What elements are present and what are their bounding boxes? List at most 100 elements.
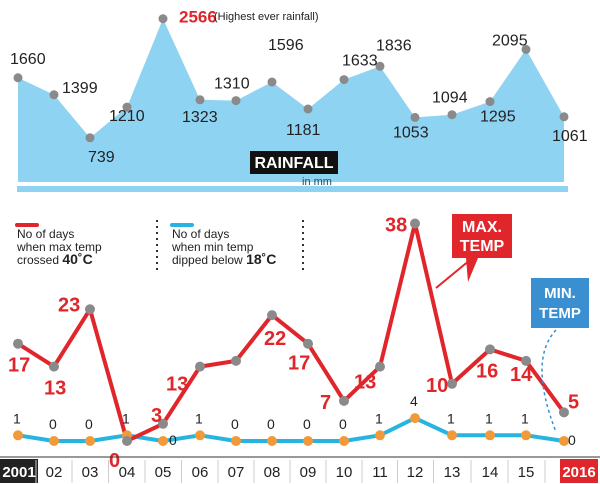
max-temp-point-13 — [447, 378, 457, 389]
max-temp-point-2016 — [559, 407, 569, 418]
rainfall-label-08: 1596 — [268, 37, 304, 54]
x-tick-2016: 2016 — [562, 464, 595, 481]
min-temp-point-2016 — [559, 436, 569, 446]
min-temp-point-13 — [447, 430, 457, 441]
min-temp-point-14 — [485, 430, 495, 441]
x-tick-08: 08 — [264, 464, 281, 481]
highest-rainfall-note: (Highest ever rainfall) — [214, 11, 319, 23]
max-temp-label-2016: 5 — [568, 391, 579, 413]
min-temp-point-06 — [195, 430, 205, 441]
rainfall-label-13: 1094 — [432, 90, 468, 107]
rainfall-point-03 — [85, 133, 95, 143]
rainfall-point-13 — [447, 110, 457, 120]
rainfall-area-chart: 1660139973912102566132313101596118116331… — [10, 8, 588, 192]
rainfall-label-2016: 1061 — [552, 128, 588, 145]
x-tick-13: 13 — [444, 464, 461, 481]
min-temp-label-07: 0 — [231, 416, 239, 432]
min-temp-line — [17, 416, 565, 443]
rainfall-label-10: 1633 — [342, 53, 378, 70]
max-temp-label-05: 3 — [151, 405, 162, 427]
rainfall-title-bg — [250, 151, 338, 174]
max-temp-point-11 — [375, 361, 385, 372]
min-temp-point-09 — [303, 436, 313, 446]
legend-max-text: No of days when max temp crossed 40˚C — [16, 227, 102, 267]
x-tick-09: 09 — [300, 464, 317, 481]
min-temp-label-2001: 1 — [13, 410, 21, 426]
max-temp-label-06: 13 — [166, 374, 188, 396]
rainfall-label-04: 1210 — [109, 108, 145, 125]
x-tick-10: 10 — [336, 464, 353, 481]
rainfall-point-02 — [49, 90, 59, 100]
max-temp-label-04: 0 — [109, 450, 120, 472]
max-temp-label-11: 13 — [354, 372, 376, 394]
min-temp-point-07 — [231, 436, 241, 446]
rainfall-point-2001 — [13, 73, 23, 83]
max-temp-label-12: 38 — [385, 215, 407, 237]
rainfall-point-09 — [303, 104, 313, 114]
max-temp-point-15 — [521, 355, 531, 366]
max-temp-point-12 — [410, 218, 420, 229]
min-temp-label-02: 0 — [49, 416, 57, 432]
min-temp-callout-line1: MIN. — [544, 285, 576, 302]
max-temp-label-10: 7 — [320, 392, 331, 414]
x-tick-11: 11 — [372, 464, 388, 481]
max-temp-label-08: 22 — [264, 328, 286, 350]
temperature-line-chart: 1 0 0 101 0 0 0 0 141 1 10 17132303132217713381016… — [8, 215, 579, 473]
max-temp-label-14: 16 — [476, 360, 498, 382]
max-temp-label-03: 23 — [58, 294, 80, 316]
min-temp-label-13: 1 — [447, 410, 455, 426]
min-temp-callout: MIN. TEMP — [531, 278, 589, 433]
rainfall-point-10 — [339, 75, 349, 85]
min-temp-label-03: 0 — [85, 416, 93, 432]
max-temp-point-2001 — [13, 338, 23, 349]
min-temp-label-12: 4 — [410, 393, 418, 409]
rainfall-label-03: 739 — [88, 149, 115, 166]
rainfall-label-09: 1181 — [286, 122, 321, 139]
x-tick-05: 05 — [155, 464, 172, 481]
rainfall-label-14: 1295 — [480, 109, 516, 126]
rainfall-unit: in mm — [302, 176, 332, 188]
max-temp-line — [16, 221, 566, 443]
rainfall-point-04 — [122, 102, 132, 112]
rainfall-point-11 — [375, 61, 385, 71]
max-temp-point-03 — [85, 304, 95, 315]
rainfall-label-02: 1399 — [62, 80, 98, 97]
x-tick-bg-2001 — [0, 459, 38, 483]
rainfall-point-07 — [231, 96, 241, 106]
rainfall-point-06 — [195, 95, 205, 105]
min-temp-label-10: 0 — [339, 416, 347, 432]
rainfall-label-15: 2095 — [492, 32, 528, 49]
min-temp-point-11 — [375, 430, 385, 441]
min-temp-label-11: 1 — [375, 410, 383, 426]
x-tick-bg-2016 — [560, 459, 598, 483]
rainfall-label-12: 1053 — [393, 124, 429, 141]
min-temp-label-05: 0 — [169, 432, 177, 448]
min-temp-label-15: 1 — [521, 410, 529, 426]
rainfall-baseline-stripe — [17, 182, 568, 186]
x-tick-03: 03 — [82, 464, 99, 481]
rainfall-point-12 — [410, 112, 420, 122]
max-temp-label-02: 13 — [44, 378, 66, 400]
max-temp-point-07 — [231, 355, 241, 366]
rainfall-label-2001: 1660 — [10, 51, 46, 68]
min-temp-point-2001 — [13, 430, 23, 441]
max-temp-label-15: 14 — [510, 364, 533, 386]
max-temp-point-09 — [303, 338, 313, 349]
max-temp-callout-line1: MAX. — [462, 219, 502, 236]
min-temp-label-08: 0 — [267, 416, 275, 432]
min-temp-point-08 — [267, 436, 277, 446]
x-tick-2001: 2001 — [2, 464, 35, 481]
legend: No of days when max temp crossed 40˚C No o… — [15, 220, 304, 272]
x-tick-15: 15 — [518, 464, 535, 481]
rainfall-point-15 — [521, 44, 531, 54]
rainfall-point-08 — [267, 77, 277, 87]
min-temp-callout-line2: TEMP — [539, 305, 581, 322]
x-tick-06: 06 — [192, 464, 209, 481]
max-temp-callout: MAX. TEMP — [435, 214, 512, 289]
max-temp-callout-line2: TEMP — [460, 238, 505, 255]
min-temp-label-04: 1 — [122, 410, 130, 426]
min-temp-point-12 — [410, 413, 420, 424]
rainfall-point-2016 — [559, 112, 569, 122]
min-temp-point-15 — [521, 430, 531, 441]
rainfall-label-06: 1323 — [182, 109, 218, 126]
